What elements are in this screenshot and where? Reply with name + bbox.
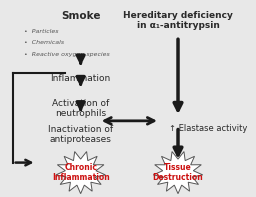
Polygon shape — [56, 151, 105, 194]
Text: Activation of
neutrophils: Activation of neutrophils — [52, 98, 109, 118]
Text: Inflammation: Inflammation — [50, 74, 111, 83]
Text: Inactivation of
antiproteases: Inactivation of antiproteases — [48, 125, 113, 144]
Text: Smoke: Smoke — [61, 11, 100, 21]
Text: •  Chemicals: • Chemicals — [24, 40, 64, 45]
Text: Tissue
Destruction: Tissue Destruction — [153, 163, 203, 182]
Text: Hereditary deficiency
in α₁-antitrypsin: Hereditary deficiency in α₁-antitrypsin — [123, 11, 233, 31]
Text: •  Reactive oxygen species: • Reactive oxygen species — [24, 52, 110, 57]
Polygon shape — [153, 151, 203, 194]
Text: Chronic
Inflammation: Chronic Inflammation — [52, 163, 110, 182]
Text: •  Particles: • Particles — [24, 29, 59, 33]
Text: ↑ Elastase activity: ↑ Elastase activity — [169, 124, 247, 133]
